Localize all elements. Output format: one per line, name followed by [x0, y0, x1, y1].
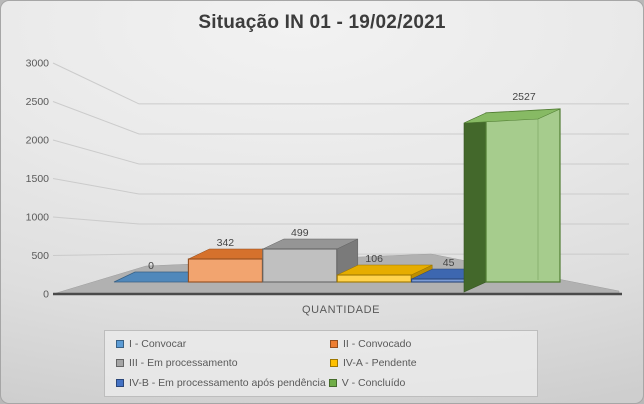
data-label: 2527 — [512, 91, 536, 103]
legend-item-iv-a-pendente[interactable]: IV-A - Pendente — [330, 357, 417, 369]
y-tick-label: 500 — [31, 250, 49, 262]
y-tick-label: 1500 — [26, 173, 50, 185]
legend-swatch — [328, 379, 337, 388]
y-tick-label: 2000 — [26, 135, 50, 147]
legend-row: IV-B - Em processamento após pendência V … — [116, 374, 537, 392]
y-tick-label: 0 — [43, 289, 49, 301]
legend-label: I - Convocar — [129, 337, 187, 350]
legend-swatch — [116, 379, 124, 388]
legend-item-iv-b-em-processamento-ap-s-pend-ncia[interactable]: IV-B - Em processamento após pendência — [116, 377, 326, 389]
legend-label: IV-B - Em processamento após pendência — [129, 377, 326, 390]
chart-legend: I - Convocar II - Convocado III - Em proce… — [104, 330, 538, 397]
bar-v-conclu-do[interactable] — [463, 108, 561, 293]
legend-label: IV-A - Pendente — [343, 357, 417, 370]
data-label: 342 — [217, 237, 235, 249]
legend-row: I - Convocar II - Convocado — [116, 335, 537, 353]
data-labels: 0 342 499 106 45 2527 — [148, 91, 536, 272]
bar-iii-em-processamento[interactable] — [262, 238, 359, 283]
legend-swatch — [116, 359, 124, 368]
y-tick-label: 1000 — [26, 212, 50, 224]
legend-swatch — [116, 339, 124, 348]
legend-label: III - Em processamento — [129, 357, 238, 370]
data-label: 106 — [365, 253, 383, 265]
y-tick-label: 2500 — [26, 96, 50, 108]
legend-item-i-convocar[interactable]: I - Convocar — [116, 338, 330, 350]
data-label: 0 — [148, 260, 154, 272]
legend-swatch — [330, 339, 338, 348]
data-label: 45 — [443, 257, 455, 269]
data-label: 499 — [291, 227, 309, 239]
legend-item-iii-em-processamento[interactable]: III - Em processamento — [116, 357, 330, 369]
legend-label: II - Convocado — [343, 337, 412, 350]
legend-row: III - Em processamento IV-A - Pendente — [116, 354, 537, 372]
legend-item-v-conclu-do[interactable]: V - Concluído — [328, 377, 406, 390]
legend-label: V - Concluído — [341, 377, 406, 390]
legend-item-ii-convocado[interactable]: II - Convocado — [330, 338, 411, 350]
legend-swatch — [330, 359, 338, 368]
y-tick-label: 3000 — [26, 58, 50, 70]
x-axis-title: QUANTIDADE — [301, 304, 381, 316]
y-axis-ticks: 0 500 1000 1500 2000 2500 3000 — [26, 58, 50, 301]
chart-title: Situação IN 01 - 19/02/2021 — [198, 12, 446, 33]
